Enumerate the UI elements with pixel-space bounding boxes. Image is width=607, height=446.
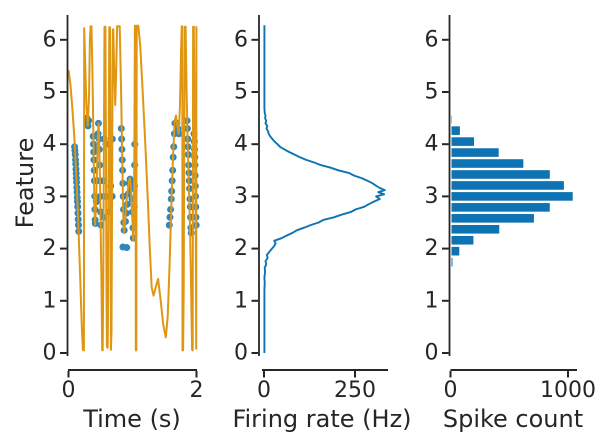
y-tick-label: 6: [425, 27, 439, 52]
histogram-bar: [450, 191, 574, 202]
y-tick-label: 4: [234, 132, 248, 157]
y-tick-label: 1: [425, 288, 439, 313]
x-axis: 0 250: [257, 369, 388, 403]
feature-signal-line: [67, 24, 198, 352]
x-tick-label: 2: [190, 378, 204, 403]
histogram-bar: [450, 114, 453, 125]
y-axis: 0 1 2 3 4 5 6: [425, 15, 451, 366]
x-axis-label-firing-rate: Firing rate (Hz): [232, 405, 412, 433]
histogram-bar: [450, 136, 475, 147]
y-tick-label: 2: [234, 236, 248, 261]
histogram-bar: [450, 147, 500, 158]
histogram-bar: [450, 180, 565, 191]
y-tick-label: 5: [425, 80, 439, 105]
histogram-bar: [450, 169, 551, 180]
x-tick-label: 250: [334, 378, 376, 403]
histogram-bar: [450, 125, 461, 136]
firing-rate-curve: [263, 25, 386, 353]
y-tick-label: 3: [234, 184, 248, 209]
histogram-bar: [450, 202, 551, 213]
spike-dot: [123, 244, 131, 252]
y-axis: 0 1 2 3 4 5 6: [43, 15, 69, 366]
y-tick-label: 4: [43, 132, 57, 157]
histogram-bar: [450, 213, 535, 224]
y-tick-label: 0: [425, 341, 439, 366]
y-tick-label: 0: [234, 341, 248, 366]
histogram-bar: [450, 223, 501, 235]
y-tick-label: 5: [234, 80, 248, 105]
histogram-bar: [450, 245, 461, 257]
x-axis-label-time: Time (s): [83, 405, 181, 433]
y-tick-label: 1: [43, 288, 57, 313]
y-tick-label: 4: [425, 132, 439, 157]
y-tick-label: 5: [43, 80, 57, 105]
y-tick-label: 3: [43, 184, 57, 209]
x-axis: 0 1000: [444, 369, 596, 403]
histogram-bar: [450, 234, 475, 246]
histogram-bars: [450, 114, 574, 268]
y-tick-label: 2: [425, 236, 439, 261]
histogram-bar: [450, 256, 454, 268]
y-tick-label: 6: [43, 27, 57, 52]
x-tick-label: 0: [444, 378, 458, 403]
y-tick-label: 2: [43, 236, 57, 261]
x-tick-label: 1000: [540, 378, 596, 403]
firing-rate-subplot: 0 1 2 3 4 5 6 0 250: [234, 15, 388, 403]
x-tick-label: 0: [62, 378, 76, 403]
y-axis: 0 1 2 3 4 5 6: [234, 15, 260, 366]
y-tick-label: 0: [43, 341, 57, 366]
y-axis-label-feature: Feature: [11, 137, 39, 229]
spike-count-subplot: 0 1 2 3 4 5 6 0 1000: [425, 15, 596, 403]
y-tick-label: 1: [234, 288, 248, 313]
x-axis-label-spike-count: Spike count: [442, 405, 584, 433]
spike-dot: [166, 213, 174, 221]
y-tick-label: 3: [425, 184, 439, 209]
x-tick-label: 0: [257, 378, 271, 403]
y-tick-label: 6: [234, 27, 248, 52]
histogram-bar: [450, 158, 525, 169]
